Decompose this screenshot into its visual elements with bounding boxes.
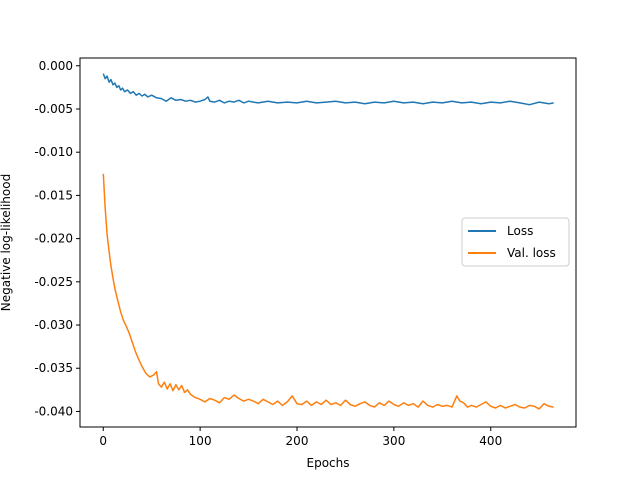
- x-axis-label: Epochs: [307, 456, 350, 470]
- legend-label-val-loss: Val. loss: [507, 246, 556, 260]
- series-layer: [102, 73, 554, 410]
- x-tick-label: 400: [479, 434, 502, 448]
- y-tick-label: -0.015: [34, 188, 73, 202]
- x-tick-label: 300: [382, 434, 405, 448]
- series-line-loss: [102, 73, 554, 106]
- y-tick-label: 0.000: [39, 59, 73, 73]
- x-axis-ticks: 0 100 200 300 400: [99, 427, 502, 448]
- series-line-val-loss: [102, 173, 554, 410]
- y-tick-label: -0.025: [34, 275, 73, 289]
- legend-label-loss: Loss: [507, 224, 533, 238]
- x-tick-label: 200: [286, 434, 309, 448]
- y-tick-label: -0.030: [34, 318, 73, 332]
- x-tick-label: 0: [99, 434, 107, 448]
- legend: Loss Val. loss: [461, 217, 570, 267]
- axes-frame: [79, 57, 577, 428]
- x-tick-label: 100: [189, 434, 212, 448]
- y-tick-label: -0.010: [34, 145, 73, 159]
- y-tick-label: -0.020: [34, 232, 73, 246]
- y-tick-label: -0.035: [34, 361, 73, 375]
- y-tick-label: -0.005: [34, 102, 73, 116]
- y-axis-label: Negative log-likelihood: [0, 174, 13, 311]
- y-tick-label: -0.040: [34, 404, 73, 418]
- y-axis-ticks: 0.000 -0.005 -0.010 -0.015 -0.020 -0.025 -0.03…: [34, 59, 80, 418]
